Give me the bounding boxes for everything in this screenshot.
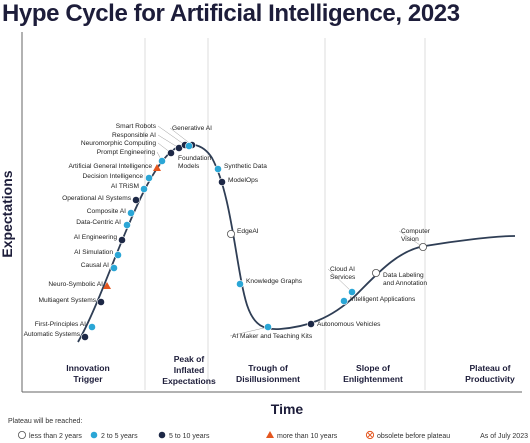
phase-label: Innovation Trigger bbox=[66, 363, 109, 384]
technology-label: Autonomous Vehicles bbox=[317, 321, 381, 328]
technology-label: Operational AI Systems bbox=[62, 195, 132, 202]
hype-curve bbox=[77, 143, 516, 343]
technology-label: Causal AI bbox=[81, 262, 109, 269]
technology-marker bbox=[218, 178, 226, 186]
technology-label: AI Simulation bbox=[74, 249, 113, 256]
technology-label: Neuromorphic Computing bbox=[81, 140, 156, 147]
legend-marker-cross bbox=[367, 432, 373, 438]
technology-marker bbox=[236, 280, 244, 288]
legend-label: 2 to 5 years bbox=[101, 433, 138, 440]
technology-marker bbox=[123, 221, 131, 229]
technology-marker bbox=[307, 320, 315, 328]
technology-marker bbox=[110, 264, 118, 272]
technology-marker bbox=[103, 282, 111, 289]
phase-label-line: Trigger bbox=[73, 374, 103, 384]
technology-marker bbox=[97, 298, 105, 306]
legend-label: less than 2 years bbox=[29, 433, 82, 440]
phase-label-line: Inflated bbox=[174, 365, 205, 375]
technology-label: AI TRiSM bbox=[111, 183, 139, 190]
leader-line bbox=[398, 230, 424, 248]
technology-marker bbox=[153, 164, 161, 171]
phase-label-line: Trough of bbox=[248, 363, 288, 373]
legend-marker bbox=[90, 431, 98, 439]
phase-label-line: Innovation bbox=[66, 363, 109, 373]
page-title: Hype Cycle for Artificial Intelligence, … bbox=[2, 0, 460, 27]
legend-marker bbox=[158, 431, 166, 439]
leader-line bbox=[327, 268, 353, 293]
technology-marker bbox=[264, 323, 272, 331]
technology-marker bbox=[81, 333, 89, 341]
legend-label: 5 to 10 years bbox=[169, 433, 210, 440]
technology-marker bbox=[348, 288, 356, 296]
technology-label: Composite AI bbox=[87, 208, 126, 215]
technology-label: Decision Intelligence bbox=[83, 173, 144, 180]
technology-marker bbox=[371, 268, 380, 277]
leader-line bbox=[157, 134, 180, 149]
leader-line bbox=[157, 125, 186, 146]
legend-label: more than 10 years bbox=[277, 433, 338, 440]
technology-marker bbox=[167, 149, 175, 157]
legend: less than 2 years 2 to 5 years 5 to 10 yea… bbox=[17, 430, 450, 440]
technology-label: Artificial General Intelligence bbox=[68, 163, 152, 170]
phase-dividers bbox=[144, 38, 426, 390]
phase-label-line: Enlightenment bbox=[343, 374, 403, 384]
technology-label: AI Maker and Teaching Kits bbox=[232, 333, 313, 340]
technology-label: Foundation Models bbox=[178, 155, 211, 170]
technology-marker bbox=[132, 196, 140, 204]
phase-label: Trough of Disillusionment bbox=[236, 363, 300, 384]
technology-label: Cloud AI Services bbox=[330, 266, 356, 281]
technology-marker bbox=[118, 236, 126, 244]
technology-label: AI Engineering bbox=[74, 234, 118, 241]
technology-marker bbox=[140, 185, 148, 193]
technology-label: Smart Robots bbox=[116, 123, 157, 130]
technology-label: Prompt Engineering bbox=[97, 149, 156, 156]
x-axis-label: Time bbox=[271, 401, 304, 417]
technology-label: Data-Centric AI bbox=[76, 219, 121, 226]
technology-label: Synthetic Data bbox=[224, 163, 267, 170]
technology-label: ModelOps bbox=[228, 177, 259, 184]
technology-marker bbox=[145, 174, 153, 182]
phase-label: Plateau of Productivity bbox=[465, 363, 515, 384]
legend-marker bbox=[17, 430, 26, 439]
technology-marker bbox=[226, 229, 235, 238]
technology-label: Automatic Systems bbox=[24, 331, 81, 338]
technology-label: First-Principles AI bbox=[35, 321, 86, 328]
y-axis-label: Expectations bbox=[0, 170, 15, 257]
technology-marker bbox=[88, 323, 96, 331]
phase-label-line: Disillusionment bbox=[236, 374, 300, 384]
technology-label: Multiagent Systems bbox=[38, 297, 96, 304]
legend-label: obsolete before plateau bbox=[377, 433, 450, 440]
technology-marker bbox=[418, 242, 427, 251]
technology-marker bbox=[185, 142, 193, 150]
legend-marker bbox=[266, 431, 274, 438]
phase-labels: Innovation Trigger Peak of Inflated Expectat… bbox=[66, 354, 515, 386]
phase-label: Slope of Enlightenment bbox=[343, 363, 403, 384]
phase-label-line: Expectations bbox=[162, 376, 216, 386]
technology-label: Responsible AI bbox=[112, 132, 156, 139]
technology-label: Computer Vision bbox=[401, 228, 431, 243]
technology-marker bbox=[214, 165, 222, 173]
technology-labels: Automatic Systems First-Principles AI Mult… bbox=[24, 123, 431, 340]
as-of-date: As of July 2023 bbox=[480, 433, 528, 440]
technology-label: Neuro-Symbolic AI bbox=[48, 281, 103, 288]
technology-markers bbox=[81, 141, 427, 341]
phase-label-line: Peak of bbox=[174, 354, 205, 364]
technology-marker bbox=[127, 209, 135, 217]
phase-label: Peak of Inflated Expectations bbox=[162, 354, 216, 386]
phase-label-line: Slope of bbox=[356, 363, 390, 373]
technology-marker bbox=[158, 157, 166, 165]
technology-marker bbox=[340, 297, 348, 305]
phase-label-line: Productivity bbox=[465, 374, 515, 384]
technology-label: Generative AI bbox=[172, 125, 212, 132]
technology-label: EdgeAI bbox=[237, 228, 259, 235]
technology-label: Knowledge Graphs bbox=[246, 278, 303, 285]
technology-label: Intelligent Applications bbox=[350, 296, 416, 303]
phase-label-line: Plateau of bbox=[469, 363, 510, 373]
technology-label: Data Labeling and Annotation bbox=[383, 272, 427, 287]
legend-title: Plateau will be reached: bbox=[8, 418, 82, 425]
leader-line bbox=[229, 326, 269, 337]
technology-marker bbox=[114, 251, 122, 259]
